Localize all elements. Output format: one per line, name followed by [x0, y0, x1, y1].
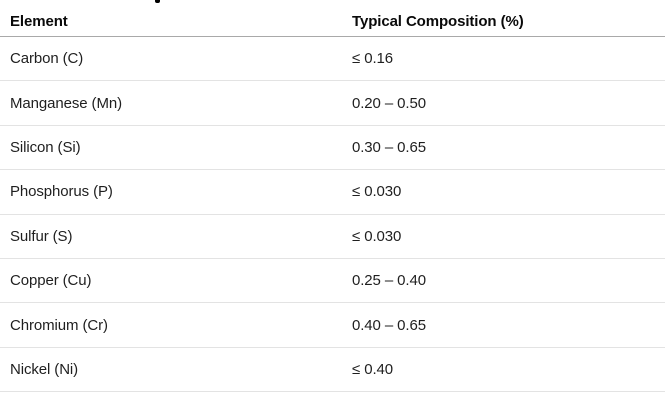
table-row: Carbon (C) ≤ 0.16 — [0, 37, 665, 82]
composition-value: 0.25 – 0.40 — [352, 272, 426, 290]
table-row: Chromium (Cr) 0.40 – 0.65 — [0, 303, 665, 348]
composition-value: ≤ 0.40 — [352, 360, 393, 378]
composition-value: ≤ 0.030 — [352, 227, 402, 245]
table-row: Nickel (Ni) ≤ 0.40 — [0, 348, 665, 393]
composition-value: 0.40 – 0.65 — [352, 316, 426, 334]
composition-value: 0.20 – 0.50 — [352, 94, 426, 112]
table-row: Manganese (Mn) 0.20 – 0.50 — [0, 81, 665, 126]
element-name: Manganese (Mn) — [10, 94, 122, 112]
element-name: Sulfur (S) — [10, 227, 73, 245]
cropped-heading-descender — [155, 0, 160, 3]
table-row: Phosphorus (P) ≤ 0.030 — [0, 170, 665, 215]
table-header-row: Element Typical Composition (%) — [0, 0, 665, 37]
composition-value: ≤ 0.16 — [352, 50, 393, 68]
table-row: Silicon (Si) 0.30 – 0.65 — [0, 126, 665, 171]
composition-value: ≤ 0.030 — [352, 183, 402, 201]
element-name: Nickel (Ni) — [10, 360, 79, 378]
table-row: Copper (Cu) 0.25 – 0.40 — [0, 259, 665, 304]
element-name: Carbon (C) — [10, 50, 84, 68]
composition-value: 0.30 – 0.65 — [352, 138, 426, 156]
column-header-typical-composition: Typical Composition (%) — [352, 13, 524, 30]
table-row: Sulfur (S) ≤ 0.030 — [0, 215, 665, 259]
element-name: Silicon (Si) — [10, 138, 81, 156]
element-name: Copper (Cu) — [10, 272, 92, 290]
element-name: Phosphorus (P) — [10, 183, 113, 201]
column-header-element: Element — [10, 13, 68, 30]
element-name: Chromium (Cr) — [10, 316, 108, 334]
